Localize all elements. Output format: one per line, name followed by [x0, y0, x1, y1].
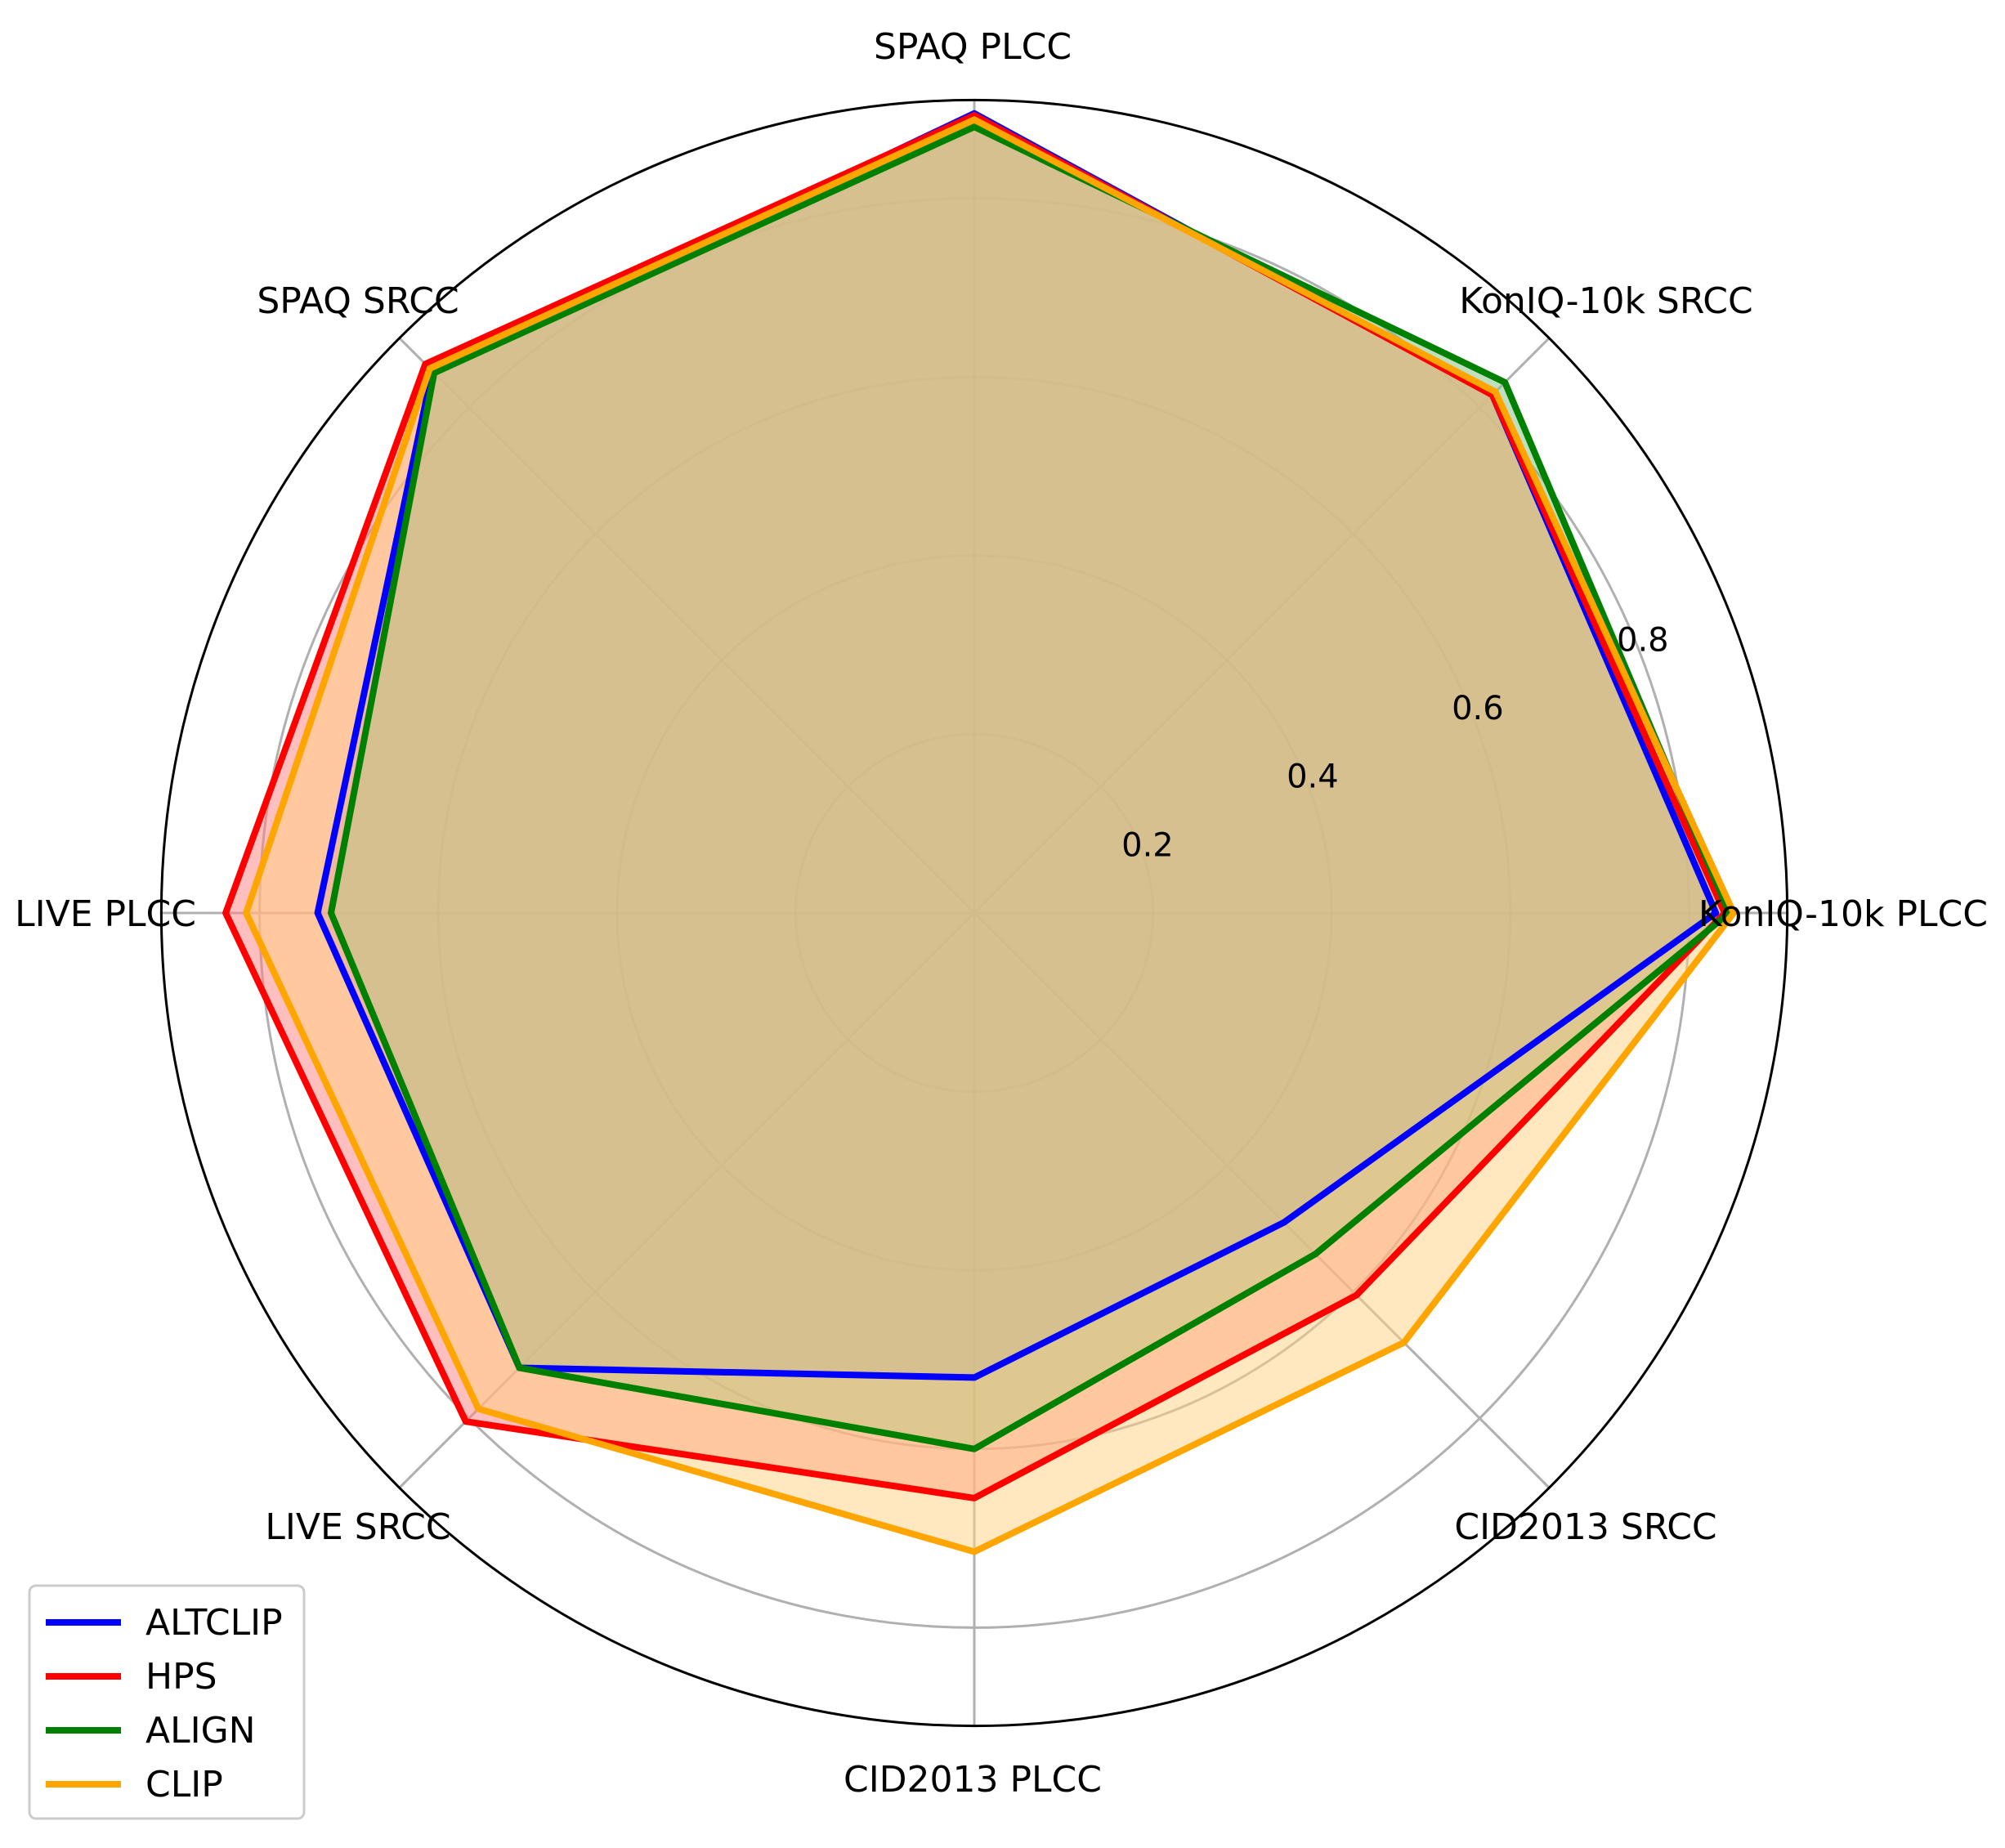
axis-label-7: CID2013 SRCC [1454, 1506, 1716, 1548]
series-line-align [328, 123, 1733, 1452]
legend-label-altclip: ALTCLIP [145, 1602, 283, 1644]
legend-label-align: ALIGN [145, 1710, 256, 1752]
series-line-clip [243, 116, 1738, 1555]
axis-label-5: LIVE SRCC [265, 1506, 450, 1548]
polar-frame [159, 98, 1789, 1728]
r-tick-label-0: 0.2 [1121, 826, 1174, 864]
legend: ALTCLIP HPS ALIGN CLIP [28, 1584, 306, 1820]
fill-layer [226, 113, 1734, 1552]
axis-label-2: SPAQ PLCC [874, 26, 1072, 68]
r-tick-label-2: 0.6 [1452, 690, 1504, 727]
legend-label-hps: HPS [145, 1656, 217, 1698]
legend-label-clip: CLIP [145, 1764, 223, 1805]
line-layer [222, 110, 1738, 1555]
axis-label-0: KonIQ-10k PLCC [1698, 893, 1988, 935]
series-fill-clip [246, 119, 1734, 1552]
axis-label-6: CID2013 PLCC [844, 1759, 1102, 1801]
r-tick-label-3: 0.8 [1617, 621, 1669, 659]
axis-label-4: LIVE PLCC [15, 893, 196, 935]
label-layer: KonIQ-10k PLCC KonIQ-10k SRCC SPAQ PLCC SPA… [15, 26, 1988, 1801]
r-tick-label-1: 0.4 [1287, 758, 1339, 796]
axis-label-1: KonIQ-10k SRCC [1459, 280, 1752, 322]
legend-box [28, 1584, 306, 1820]
axis-label-3: SPAQ SRCC [257, 280, 459, 322]
